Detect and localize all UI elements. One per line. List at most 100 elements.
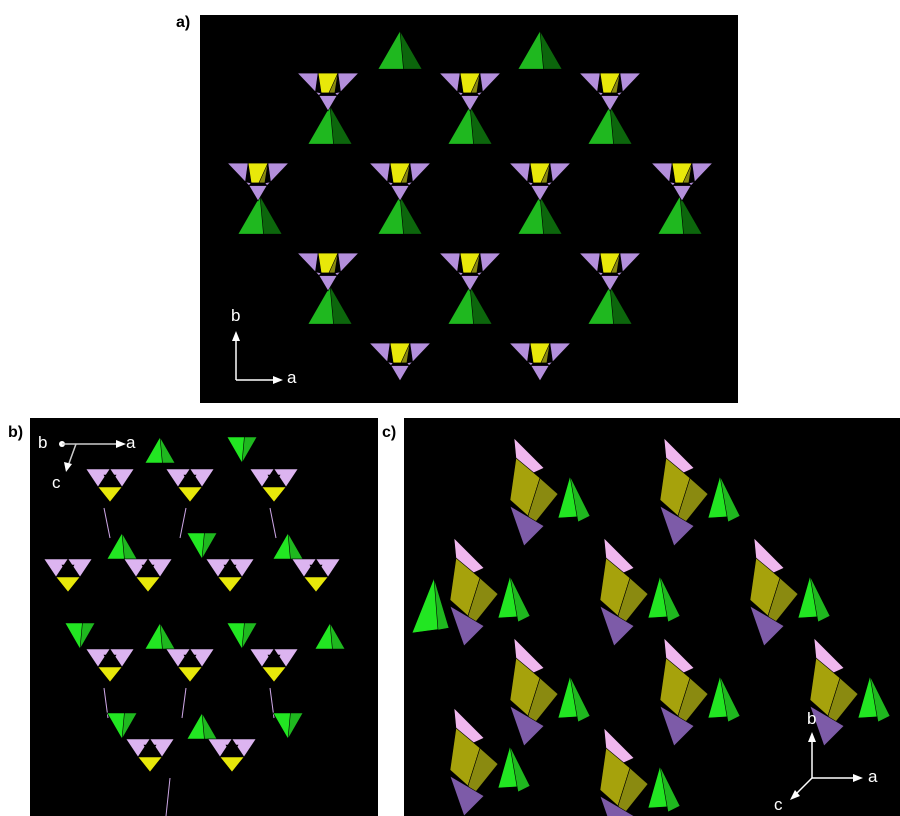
- cell-8-green-shade: [509, 745, 531, 793]
- cell-1-green-shade: [719, 475, 741, 523]
- unit-5-left: [205, 558, 231, 578]
- b-axis-arrowhead: [808, 732, 816, 742]
- unit-9-link-r: [616, 271, 624, 277]
- unit-9-yellow: [261, 666, 287, 683]
- a-axis-arrowhead: [853, 774, 863, 782]
- unit-7-link-l: [314, 271, 322, 277]
- link-6: [165, 777, 171, 816]
- unit-5-bottom: [530, 185, 550, 202]
- unit-5-link-l: [526, 181, 534, 187]
- unit-1-link-l: [456, 91, 464, 97]
- cell-4-green-shade: [809, 575, 831, 623]
- link-2: [269, 507, 277, 539]
- a-axis-label: a: [287, 368, 297, 387]
- unit-0-link-l: [314, 91, 322, 97]
- unit-3-right: [267, 162, 290, 183]
- panel-a-label: a): [176, 14, 191, 31]
- panel-c-tetrahedra: [411, 437, 891, 816]
- unit-10-bottom: [390, 365, 410, 382]
- unit-6-right: [315, 558, 341, 578]
- unit-2-yellow-shade: [610, 72, 621, 94]
- a-axis-arrowhead: [116, 440, 126, 448]
- unit-2-left: [249, 468, 275, 488]
- unit-5-yellow: [217, 576, 243, 593]
- unit-1-left: [438, 72, 461, 93]
- cell-0-purple: [509, 505, 545, 547]
- b-axis-arrowhead: [232, 331, 240, 341]
- panel-a-purple-yellow-units: [226, 72, 714, 382]
- green-tetrahedron-1-shade: [241, 436, 258, 464]
- unit-2-link-r: [616, 91, 624, 97]
- panel-a-green-tetrahedra: [237, 30, 703, 325]
- unit-3-bottom: [248, 185, 268, 202]
- unit-5-yellow-shade: [540, 162, 551, 184]
- unit-10-yellow-shade: [400, 342, 411, 364]
- unit-7-left: [296, 252, 319, 273]
- unit-8-left: [438, 252, 461, 273]
- cell-8-purple: [449, 775, 485, 816]
- unit-11-bottom: [530, 365, 550, 382]
- c-axis-label: c: [52, 473, 61, 492]
- unit-10-right: [149, 738, 175, 758]
- unit-9-right: [273, 648, 299, 668]
- unit-7-right: [109, 648, 135, 668]
- unit-4-left: [123, 558, 149, 578]
- unit-6-yellow: [303, 576, 329, 593]
- cell-6-purple: [659, 705, 695, 747]
- unit-3-link-l: [244, 181, 252, 187]
- unit-0-yellow-shade: [328, 72, 339, 94]
- unit-8-left: [165, 648, 191, 668]
- panel-c-label: c): [382, 424, 397, 441]
- unit-3-link-r: [264, 181, 272, 187]
- unit-5-link-r: [546, 181, 554, 187]
- unit-2-right: [619, 72, 642, 93]
- unit-6-right: [691, 162, 714, 183]
- unit-7-bottom: [318, 275, 338, 292]
- green-tetrahedron-2-shade: [121, 532, 138, 560]
- a-axis-label: a: [868, 767, 878, 786]
- a-axis-arrowhead: [273, 376, 283, 384]
- panel-b-purple-yellow-units: [43, 468, 341, 773]
- unit-4-left: [368, 162, 391, 183]
- green-tetrahedron-3-shade: [469, 105, 493, 145]
- c-axis-arrow: [795, 777, 813, 795]
- green-tetrahedron-6-shade: [159, 622, 176, 650]
- unit-9-left: [249, 648, 275, 668]
- link-0: [103, 507, 111, 539]
- unit-0-right: [109, 468, 135, 488]
- unit-1-yellow-shade: [470, 72, 481, 94]
- link-4: [181, 687, 187, 719]
- unit-1-bottom: [460, 95, 480, 112]
- unit-0-right: [337, 72, 360, 93]
- unit-8-yellow-shade: [470, 252, 481, 274]
- unit-3-yellow: [55, 576, 81, 593]
- cell-3-purple: [599, 605, 635, 647]
- edge-green-left-shade: [433, 577, 450, 631]
- green-tetrahedron-0-shade: [159, 436, 176, 464]
- green-tetrahedron-3-shade: [201, 532, 218, 560]
- cell-2-purple: [449, 605, 485, 647]
- unit-2-void: [267, 474, 281, 487]
- green-tetrahedron-9-shade: [121, 712, 138, 740]
- a-axis-label: a: [126, 433, 136, 452]
- unit-3-right: [67, 558, 93, 578]
- unit-11-link-r: [546, 361, 554, 367]
- green-tetrahedron-10-shade: [469, 285, 493, 325]
- unit-0-link-r: [334, 91, 342, 97]
- unit-2-yellow: [261, 486, 287, 503]
- unit-1-right: [189, 468, 215, 488]
- unit-5-right: [229, 558, 255, 578]
- green-tetrahedron-1-shade: [539, 30, 563, 70]
- green-tetrahedron-4-shade: [287, 532, 304, 560]
- green-tetrahedron-9-shade: [329, 285, 353, 325]
- green-tetrahedron-0-shade: [399, 30, 423, 70]
- unit-4-link-r: [406, 181, 414, 187]
- green-tetrahedron-5-shade: [259, 195, 283, 235]
- cell-7-green-shade: [869, 675, 891, 723]
- unit-3-void: [61, 564, 75, 577]
- unit-0-yellow: [97, 486, 123, 503]
- unit-4-void: [141, 564, 155, 577]
- green-tetrahedron-4-shade: [609, 105, 633, 145]
- unit-11-left: [508, 342, 531, 363]
- unit-9-left: [578, 252, 601, 273]
